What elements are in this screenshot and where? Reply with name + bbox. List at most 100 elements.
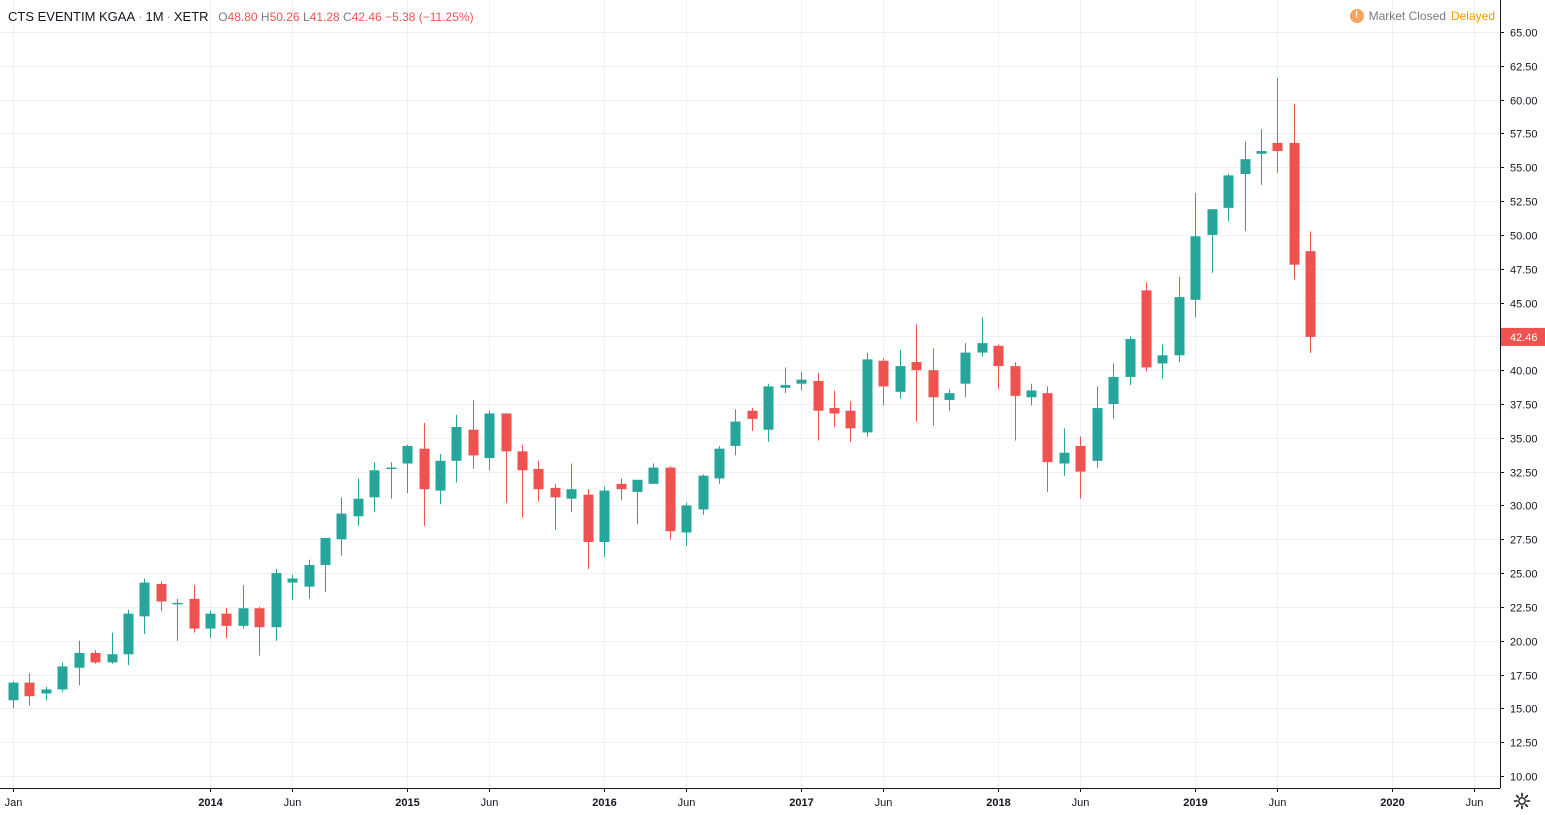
candle-body[interactable] <box>714 448 725 479</box>
candle[interactable] <box>1042 386 1053 492</box>
candle[interactable] <box>928 348 939 426</box>
candle[interactable] <box>1174 276 1185 363</box>
candle[interactable] <box>813 372 824 441</box>
candle[interactable] <box>796 371 807 391</box>
candle-body[interactable] <box>895 366 906 392</box>
candle[interactable] <box>845 401 856 442</box>
candle-body[interactable] <box>1240 159 1251 175</box>
candle[interactable] <box>763 383 774 442</box>
candle[interactable] <box>353 478 364 526</box>
candle-body[interactable] <box>763 386 774 430</box>
candle[interactable] <box>123 609 134 666</box>
candle-body[interactable] <box>632 479 643 492</box>
candle[interactable] <box>1092 386 1103 468</box>
candle-body[interactable] <box>1272 142 1283 152</box>
candle-body[interactable] <box>730 421 741 446</box>
candle[interactable] <box>1190 192 1201 318</box>
candle-body[interactable] <box>156 583 167 602</box>
candle-body[interactable] <box>402 445 413 464</box>
candle-body[interactable] <box>1190 236 1201 300</box>
candle[interactable] <box>501 413 512 503</box>
interval[interactable]: 1M <box>145 9 164 24</box>
candle-body[interactable] <box>304 564 315 587</box>
candle-body[interactable] <box>616 483 627 490</box>
candle-body[interactable] <box>254 608 265 628</box>
candle[interactable] <box>172 598 183 641</box>
candle-body[interactable] <box>1141 290 1152 368</box>
candles[interactable] <box>8 77 1316 709</box>
candle-body[interactable] <box>1059 452 1070 464</box>
candle[interactable] <box>993 344 1004 390</box>
candle[interactable] <box>1289 103 1300 280</box>
candle[interactable] <box>1125 336 1136 386</box>
gear-icon[interactable] <box>1513 792 1531 810</box>
candle[interactable] <box>616 478 627 501</box>
candle[interactable] <box>287 574 298 601</box>
candle[interactable] <box>320 537 331 593</box>
candle-body[interactable] <box>533 468 544 490</box>
candle-body[interactable] <box>419 448 430 490</box>
candle[interactable] <box>1075 436 1086 499</box>
candle-body[interactable] <box>862 359 873 433</box>
candle[interactable] <box>1223 174 1234 222</box>
candle-body[interactable] <box>1108 376 1119 404</box>
candle[interactable] <box>862 352 873 437</box>
candle-body[interactable] <box>24 682 35 697</box>
candle[interactable] <box>402 444 413 494</box>
candle-body[interactable] <box>1157 355 1168 364</box>
candle[interactable] <box>960 343 971 398</box>
candle-body[interactable] <box>336 513 347 540</box>
candle-body[interactable] <box>435 460 446 491</box>
candle-body[interactable] <box>74 652 85 668</box>
candle-body[interactable] <box>517 451 528 471</box>
candle-body[interactable] <box>648 467 659 484</box>
candle-body[interactable] <box>451 426 462 461</box>
candle[interactable] <box>1059 428 1070 476</box>
candle-body[interactable] <box>1125 339 1136 377</box>
candle[interactable] <box>829 390 840 427</box>
candle-body[interactable] <box>599 490 610 542</box>
candle[interactable] <box>205 610 216 639</box>
candle[interactable] <box>1207 209 1218 273</box>
candle-body[interactable] <box>484 413 495 459</box>
candle[interactable] <box>468 399 479 469</box>
candle-body[interactable] <box>1075 445 1086 472</box>
candle[interactable] <box>336 497 347 556</box>
candle-body[interactable] <box>566 489 577 499</box>
candle-body[interactable] <box>123 613 134 655</box>
candle-body[interactable] <box>813 381 824 411</box>
candle-body[interactable] <box>238 608 249 626</box>
candle-body[interactable] <box>1010 366 1021 396</box>
candle[interactable] <box>90 650 101 664</box>
candle[interactable] <box>1010 362 1021 441</box>
candle-body[interactable] <box>665 467 676 532</box>
candle-body[interactable] <box>57 666 68 690</box>
candle-body[interactable] <box>583 494 594 542</box>
candle[interactable] <box>1272 77 1283 173</box>
candle[interactable] <box>435 454 446 505</box>
candle[interactable] <box>566 463 577 513</box>
candle-body[interactable] <box>205 613 216 629</box>
candle-body[interactable] <box>90 652 101 663</box>
candle-body[interactable] <box>501 413 512 452</box>
candle[interactable] <box>254 606 265 656</box>
candle-body[interactable] <box>139 582 150 617</box>
candle-body[interactable] <box>878 360 889 387</box>
candle-body[interactable] <box>320 537 331 565</box>
candle-body[interactable] <box>681 505 692 533</box>
candle[interactable] <box>583 489 594 570</box>
candle[interactable] <box>369 462 380 513</box>
candle-body[interactable] <box>796 379 807 384</box>
candle-body[interactable] <box>221 613 232 626</box>
candle-body[interactable] <box>911 362 922 371</box>
candle-body[interactable] <box>271 573 282 628</box>
candle-body[interactable] <box>369 470 380 498</box>
candle[interactable] <box>41 686 52 701</box>
candle-body[interactable] <box>960 352 971 384</box>
candle-body[interactable] <box>977 343 988 353</box>
candle-body[interactable] <box>8 682 19 701</box>
candle[interactable] <box>386 462 397 499</box>
candle-body[interactable] <box>747 410 758 419</box>
candle[interactable] <box>451 414 462 483</box>
